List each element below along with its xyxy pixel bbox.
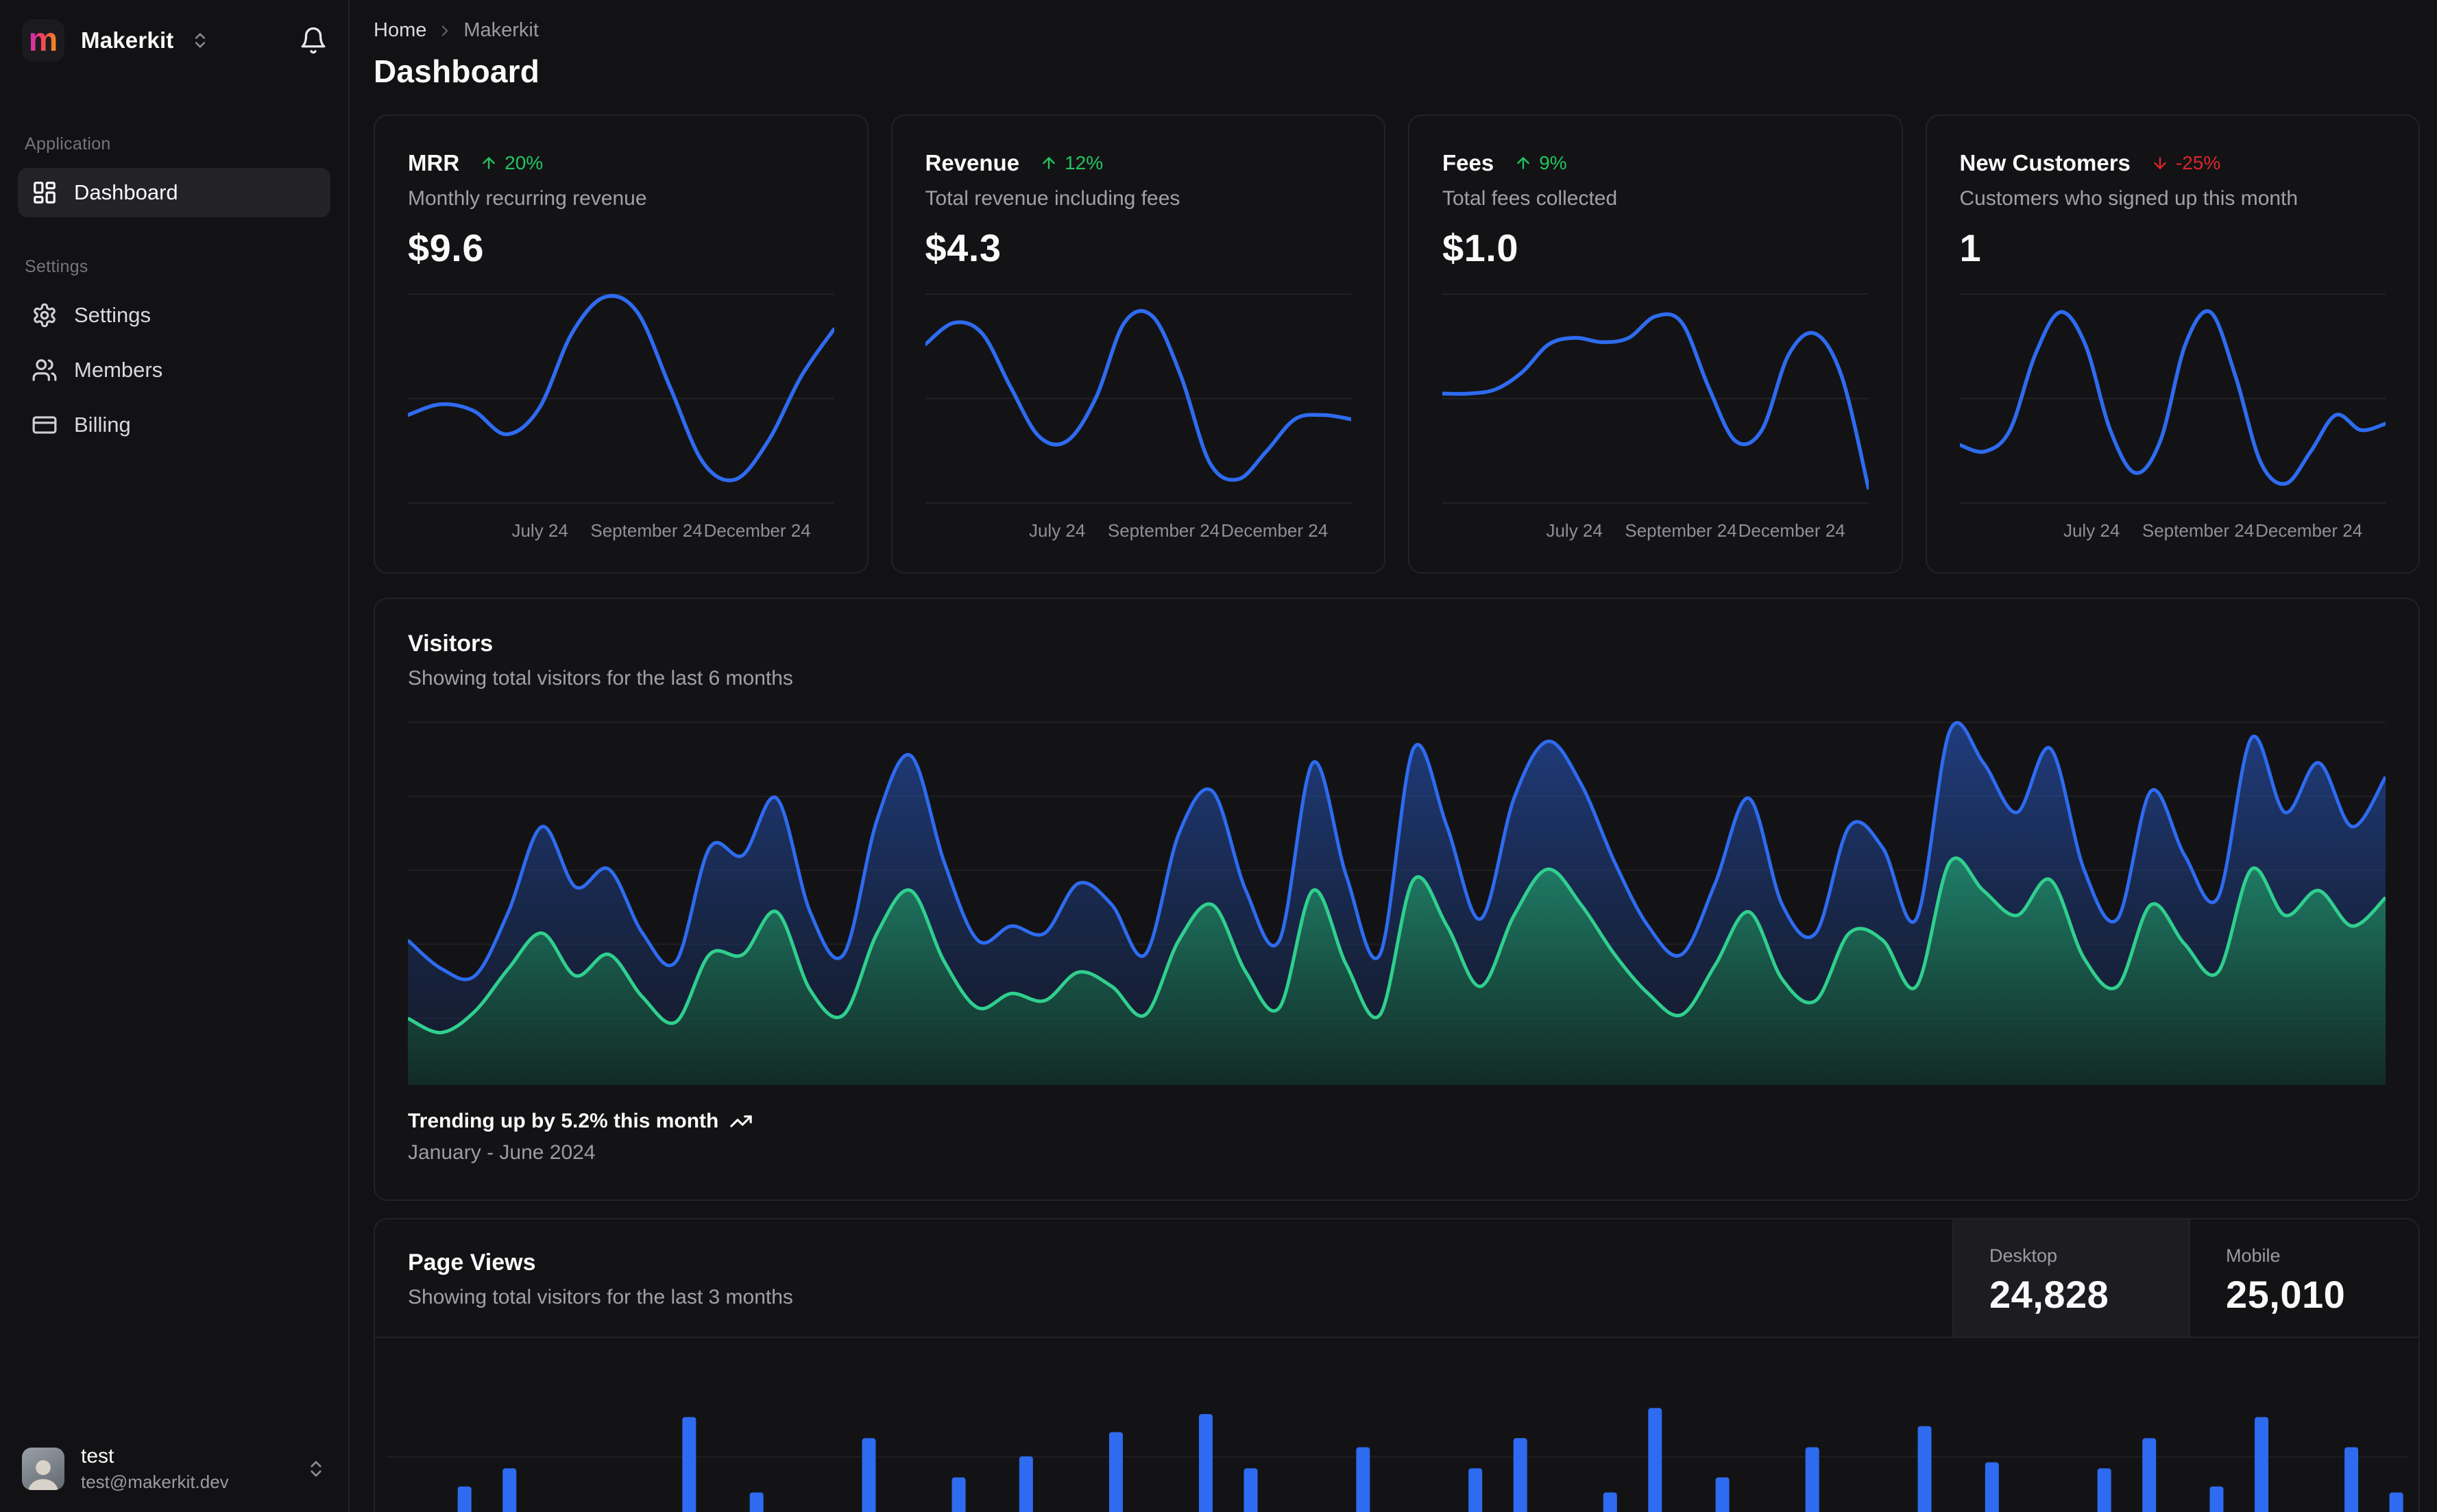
sidebar-item-dashboard[interactable]: Dashboard xyxy=(18,168,330,217)
sparkline-x-axis: July 24 September 24 December 24 xyxy=(1028,520,1329,541)
users-icon xyxy=(32,357,58,383)
trend-badge: 12% xyxy=(1040,152,1103,174)
user-name: test xyxy=(81,1445,114,1467)
stat-subtitle: Customers who signed up this month xyxy=(1959,187,2299,210)
sidebar-item-label: Billing xyxy=(74,413,131,437)
breadcrumb-current: Makerkit xyxy=(463,19,539,41)
sparkline-x-axis: July 24 September 24 December 24 xyxy=(511,520,811,541)
avatar xyxy=(22,1447,64,1490)
breadcrumb: Home Makerkit xyxy=(374,19,2420,42)
chevrons-up-down-icon xyxy=(191,31,210,50)
visitors-trend-text: Trending up by 5.2% this month xyxy=(408,1110,719,1132)
sidebar-section-settings: Settings Settings Members Billing xyxy=(0,257,348,450)
trend-badge: 9% xyxy=(1514,152,1567,174)
sidebar-item-billing[interactable]: Billing xyxy=(18,400,330,450)
stat-card-mrr: MRR 20% Monthly recurring revenue $9.6 J… xyxy=(374,114,869,574)
mrr-sparkline-chart xyxy=(408,282,834,515)
visitors-subtitle: Showing total visitors for the last 6 mo… xyxy=(408,667,793,690)
stat-value: $4.3 xyxy=(925,226,1002,269)
toggle-value: 24,828 xyxy=(1989,1273,2109,1316)
trend-value: 9% xyxy=(1539,152,1567,173)
sidebar-item-label: Members xyxy=(74,358,163,382)
page-views-title: Page Views xyxy=(408,1249,536,1276)
stat-value: $9.6 xyxy=(408,226,484,269)
sidebar-item-members[interactable]: Members xyxy=(18,345,330,395)
notifications-bell-button[interactable] xyxy=(299,26,328,55)
section-label: Settings xyxy=(25,257,88,276)
stat-subtitle: Total revenue including fees xyxy=(925,187,1180,210)
workspace-name: Makerkit xyxy=(81,27,174,53)
stat-value: $1.0 xyxy=(1442,226,1518,269)
visitors-area-chart xyxy=(408,715,2386,1085)
stat-card-revenue: Revenue 12% Total revenue including fees… xyxy=(890,114,1385,574)
toggle-label: Mobile xyxy=(2226,1245,2281,1266)
sidebar-item-settings[interactable]: Settings xyxy=(18,291,330,340)
revenue-sparkline-chart xyxy=(925,282,1351,515)
user-menu-button[interactable]: test test@makerkit.dev xyxy=(0,1425,348,1512)
stat-title: Revenue xyxy=(925,150,1020,175)
page-views-panel: Page Views Showing total visitors for th… xyxy=(374,1218,2420,1512)
visitors-panel: Visitors Showing total visitors for the … xyxy=(374,598,2420,1201)
visitors-title: Visitors xyxy=(408,631,494,657)
arrow-up-icon xyxy=(1040,154,1058,172)
dashboard-icon xyxy=(32,180,58,206)
workspace-switcher[interactable]: m Makerkit xyxy=(0,0,348,80)
trend-badge: 20% xyxy=(480,152,543,174)
credit-card-icon xyxy=(32,412,58,438)
trend-value: 12% xyxy=(1065,152,1104,173)
page-views-bar-chart xyxy=(375,1338,2418,1512)
stat-subtitle: Total fees collected xyxy=(1442,187,1618,210)
toggle-mobile[interactable]: Mobile 25,010 xyxy=(2189,1219,2418,1337)
breadcrumb-home-link[interactable]: Home xyxy=(374,19,427,41)
chevron-right-icon xyxy=(436,22,454,40)
stat-value: 1 xyxy=(1959,226,1982,269)
user-email: test@makerkit.dev xyxy=(81,1472,229,1492)
page-views-subtitle: Showing total visitors for the last 3 mo… xyxy=(408,1286,793,1308)
visitors-period: January - June 2024 xyxy=(408,1141,596,1164)
stat-card-fees: Fees 9% Total fees collected $1.0 July 2… xyxy=(1408,114,1903,574)
stat-cards-row: MRR 20% Monthly recurring revenue $9.6 J… xyxy=(374,114,2420,574)
gear-icon xyxy=(32,302,58,328)
trend-badge: -25% xyxy=(2151,152,2220,174)
sparkline-x-axis: July 24 September 24 December 24 xyxy=(2063,520,2363,541)
new-customers-sparkline-chart xyxy=(1959,282,2386,515)
page-title: Dashboard xyxy=(374,53,540,89)
stat-title: Fees xyxy=(1442,150,1494,175)
trend-value: 20% xyxy=(505,152,544,173)
stat-subtitle: Monthly recurring revenue xyxy=(408,187,647,210)
section-label: Application xyxy=(25,134,111,154)
sparkline-x-axis: July 24 September 24 December 24 xyxy=(1546,520,1845,541)
stat-card-new-customers: New Customers -25% Customers who signed … xyxy=(1925,114,2420,574)
arrow-up-icon xyxy=(480,154,498,172)
sidebar-item-label: Dashboard xyxy=(74,180,178,204)
makerkit-logo: m xyxy=(22,19,64,62)
arrow-down-icon xyxy=(2151,154,2169,172)
stat-title: New Customers xyxy=(1959,150,2131,175)
sidebar-section-application: Application Dashboard xyxy=(0,134,348,217)
main-content: Home Makerkit Dashboard MRR 20% Monthly … xyxy=(350,0,2437,1512)
fees-sparkline-chart xyxy=(1442,282,1869,515)
stat-title: MRR xyxy=(408,150,460,175)
sidebar-item-label: Settings xyxy=(74,303,151,327)
trend-value: -25% xyxy=(2175,152,2221,173)
trending-up-icon xyxy=(729,1110,753,1133)
sidebar: m Makerkit Application Dashboard Setting… xyxy=(0,0,350,1512)
toggle-label: Desktop xyxy=(1989,1245,2058,1266)
page-views-header: Page Views Showing total visitors for th… xyxy=(375,1219,2418,1338)
toggle-desktop[interactable]: Desktop 24,828 xyxy=(1952,1219,2189,1337)
arrow-up-icon xyxy=(1514,154,1532,172)
chevrons-up-down-icon xyxy=(306,1459,326,1479)
toggle-value: 25,010 xyxy=(2226,1273,2346,1316)
